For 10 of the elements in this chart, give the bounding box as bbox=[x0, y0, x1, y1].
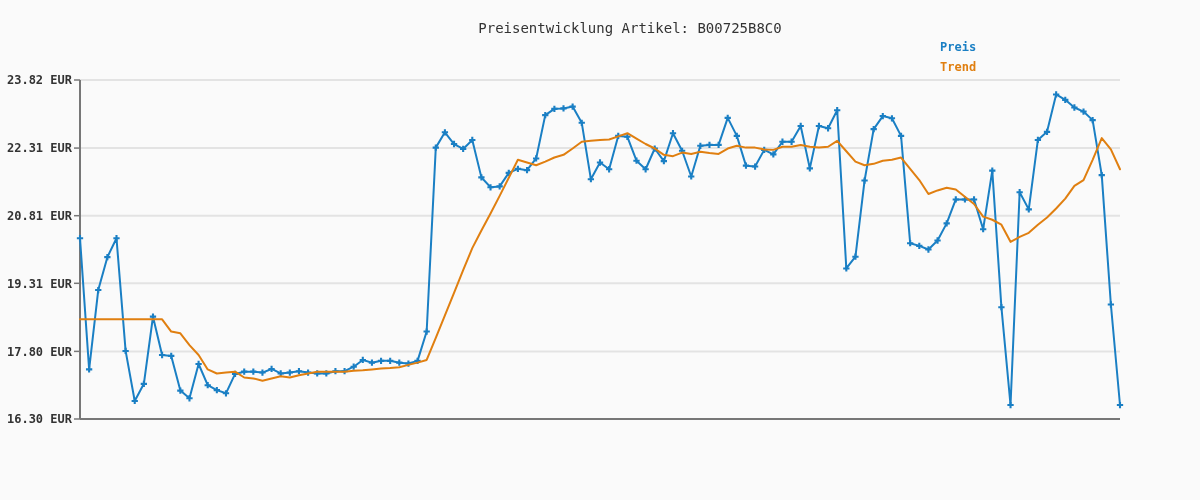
y-tick-label: 16.30 EUR bbox=[6, 412, 73, 427]
text: Trend bbox=[940, 60, 977, 74]
chart-title: Preisentwicklung Artikel: B00725B8C0 bbox=[478, 20, 782, 36]
y-tick-label: 20.81 EUR bbox=[6, 208, 73, 223]
text: Preis bbox=[940, 40, 977, 54]
y-tick-label: 23.82 EUR bbox=[6, 73, 73, 88]
y-tick-label: 17.80 EUR bbox=[6, 344, 73, 359]
line-series bbox=[79, 132, 1121, 382]
y-tick-label: 22.31 EUR bbox=[6, 141, 73, 156]
y-tick-label: 19.31 EUR bbox=[6, 276, 73, 291]
